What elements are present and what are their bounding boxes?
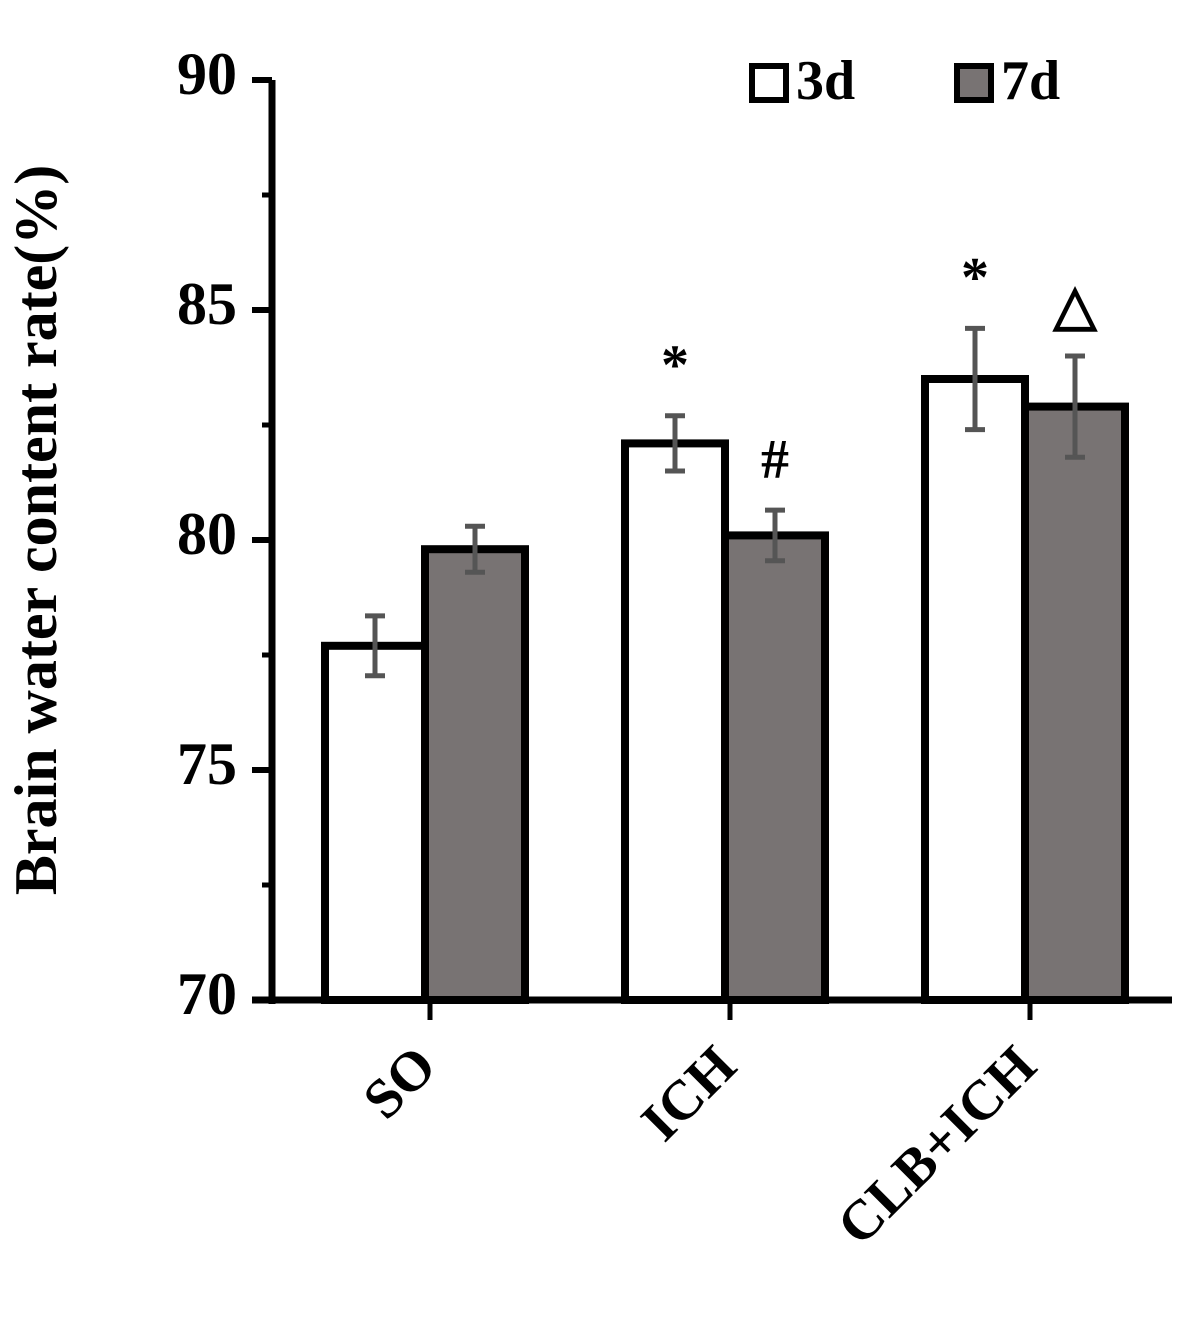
- significance-mark: *: [961, 247, 989, 309]
- legend-label: 7d: [1001, 50, 1060, 112]
- bar: [921, 375, 1029, 1004]
- y-tick-label: 70: [177, 961, 237, 1027]
- y-tick-label: 80: [177, 501, 237, 567]
- y-tick-label: 75: [177, 731, 237, 797]
- bar: [621, 439, 729, 1004]
- y-tick-label: 85: [177, 271, 237, 337]
- legend-swatch: [954, 63, 994, 103]
- x-tick-label: ICH: [630, 1034, 749, 1153]
- x-tick-label: CLB+ICH: [826, 1034, 1049, 1257]
- bar: [1021, 402, 1129, 1005]
- bar: [421, 545, 529, 1004]
- y-axis-label: Brain water content rate(%): [3, 165, 69, 895]
- bar: [321, 641, 429, 1004]
- significance-mark: *: [661, 335, 689, 397]
- legend-swatch: [749, 63, 789, 103]
- significance-mark: △: [1051, 275, 1098, 337]
- y-tick-label: 90: [177, 41, 237, 107]
- significance-mark: #: [761, 429, 789, 491]
- x-tick-label: SO: [352, 1034, 449, 1131]
- bar: [721, 531, 829, 1005]
- legend-label: 3d: [796, 50, 855, 112]
